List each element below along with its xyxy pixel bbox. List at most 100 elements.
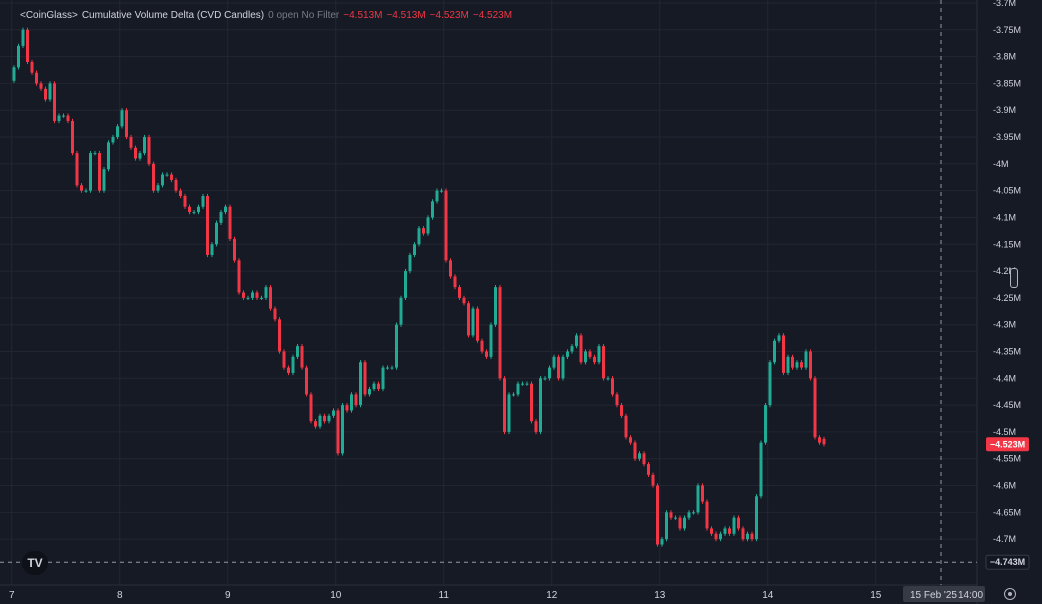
- candle-body: [120, 110, 124, 127]
- candle-body: [696, 485, 700, 513]
- candle-body: [336, 410, 340, 454]
- candle-body: [215, 222, 218, 245]
- candle-body: [800, 362, 803, 368]
- candle-body: [93, 153, 97, 155]
- y-tick-label: -4.25M: [993, 293, 1021, 303]
- candle-body: [12, 67, 16, 81]
- y-tick-label: -4.05M: [993, 186, 1021, 196]
- candle-body: [192, 212, 196, 214]
- candle-body: [818, 437, 821, 443]
- candle-body: [737, 517, 740, 529]
- candle-body: [219, 212, 223, 223]
- candle-body: [134, 147, 137, 159]
- legend-symbol: <CoinGlass>: [20, 10, 78, 21]
- candle-body: [138, 153, 142, 159]
- candle-body: [521, 383, 524, 385]
- price-axis[interactable]: -3.7M -3.75M -3.8M -3.85M -3.9M -3.95M -4M -4.0…: [993, 0, 1021, 544]
- candle-body: [476, 308, 479, 341]
- x-tick-label: 9: [225, 590, 231, 601]
- candle-body: [161, 174, 164, 186]
- legend-high: −4.513M: [386, 10, 426, 21]
- legend-open: −4.513M: [343, 10, 383, 21]
- crosshair-overlay: [0, 0, 977, 585]
- candle-body: [62, 115, 65, 117]
- candle-body: [750, 533, 754, 540]
- candle-body: [170, 174, 173, 180]
- candle-body: [498, 287, 502, 379]
- candle-body: [791, 356, 794, 368]
- time-axis[interactable]: 7 8 9 10 11 12 13 14 15: [9, 590, 882, 601]
- candle-body: [449, 260, 452, 277]
- candle-body: [269, 287, 272, 309]
- candle-body: [732, 517, 736, 534]
- candle-body: [251, 292, 254, 298]
- candles: [12, 27, 826, 547]
- candle-body: [129, 137, 133, 148]
- y-tick-label: -4.7M: [993, 534, 1016, 544]
- candle-body: [809, 351, 812, 379]
- x-tick-label: 10: [330, 590, 342, 601]
- y-tick-label: -4.65M: [993, 507, 1021, 517]
- candle-body: [404, 271, 407, 298]
- tradingview-logo-icon[interactable]: TV: [22, 551, 48, 575]
- candle-body: [287, 367, 290, 373]
- candle-body: [224, 206, 227, 213]
- crosshair-time-text: 14:00: [958, 590, 983, 601]
- legend-close: −4.523M: [472, 10, 513, 21]
- candle-body: [795, 362, 799, 368]
- candle-body: [678, 517, 682, 529]
- candle-body: [548, 367, 551, 379]
- candle-body: [413, 244, 416, 255]
- candle-body: [705, 501, 709, 529]
- candle-body: [201, 196, 205, 207]
- candle-body: [701, 485, 704, 502]
- y-tick-label: -3.75M: [993, 25, 1021, 35]
- candle-body: [368, 389, 371, 395]
- candle-body: [17, 45, 20, 68]
- candle-body: [71, 120, 74, 154]
- candle-body: [341, 405, 344, 454]
- legend-title: Cumulative Volume Delta (CVD Candles): [81, 10, 265, 21]
- candle-body: [660, 539, 664, 545]
- candle-body: [642, 453, 646, 465]
- candle-body: [390, 367, 394, 369]
- last-price-badge: [986, 437, 1029, 452]
- candle-body: [516, 383, 520, 395]
- candle-body: [647, 464, 650, 475]
- scale-handle-icon[interactable]: [1010, 268, 1018, 288]
- candle-body: [462, 297, 466, 304]
- candle-body: [377, 383, 380, 390]
- candle-body: [485, 351, 488, 357]
- candle-body: [408, 254, 412, 272]
- candle-body: [156, 185, 160, 191]
- crosshair-time-badge: [903, 586, 985, 602]
- candle-body: [422, 228, 425, 234]
- candle-body: [107, 142, 110, 170]
- candle-body: [116, 126, 119, 138]
- candle-body: [386, 367, 389, 369]
- candle-body: [723, 528, 727, 534]
- candle-body: [746, 533, 749, 540]
- indicator-legend[interactable]: <CoinGlass> Cumulative Volume Delta (CVD…: [20, 10, 512, 21]
- candle-body: [417, 228, 421, 245]
- candle-body: [692, 512, 695, 514]
- settings-gear-icon[interactable]: [1004, 588, 1016, 600]
- candle-body: [300, 346, 304, 368]
- candle-body: [332, 410, 335, 416]
- candle-body: [260, 297, 263, 299]
- candle-body: [26, 29, 29, 62]
- candle-body: [278, 319, 281, 352]
- y-tick-label: -4.3M: [993, 320, 1016, 330]
- candle-body: [273, 308, 277, 320]
- candle-body: [318, 415, 322, 427]
- last-price-text: −4.523M: [990, 439, 1025, 449]
- candle-body: [165, 174, 169, 176]
- candle-body: [651, 474, 655, 486]
- candle-body: [309, 394, 313, 422]
- candle-body: [503, 378, 506, 432]
- axis-badges: −4.523M −4.743M 15 Feb '25 14:00: [903, 437, 1030, 602]
- x-tick-label: 15: [870, 590, 882, 601]
- candle-body: [233, 238, 236, 261]
- candle-body: [44, 88, 47, 100]
